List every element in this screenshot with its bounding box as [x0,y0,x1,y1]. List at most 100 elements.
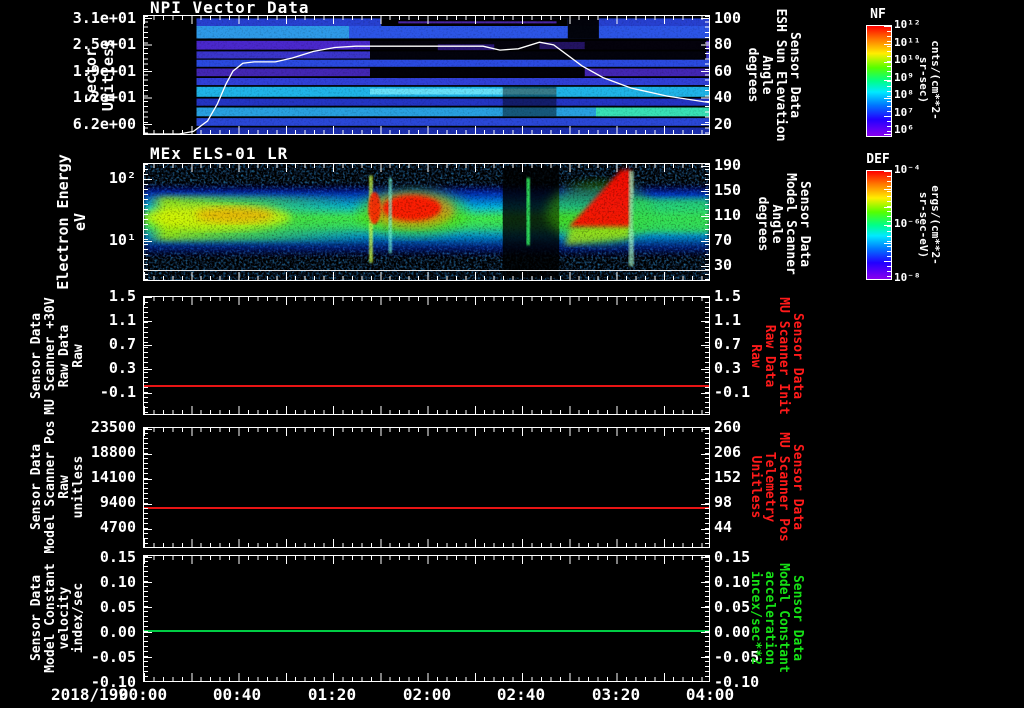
panel3-right-tick: 1.5 [714,287,742,305]
tick-marks [701,164,709,280]
tick-marks [144,406,709,414]
panel5-lineplot [143,555,710,682]
sun-elevation-curve [144,41,709,134]
els-bottom-axis-line [144,270,709,271]
colorbar-nf-tick: 10⁷ [894,106,914,119]
panel5-right-tick: 0.15 [714,548,751,566]
tick-marks [144,428,709,436]
colorbar-nf-tick: 10¹² [894,18,921,31]
tick-marks [144,539,709,547]
x-axis-tick: 01:20 [307,685,357,704]
panel1-right-tick: 80 [714,35,733,53]
tick-marks [144,673,709,681]
x-axis-tick: 02:00 [402,685,452,704]
panel3-left-tick: 0.7 [108,335,136,353]
colorbar-def-units: ergs/(cm**2-sr-sec-eV) [917,185,942,265]
panel2-right-tick: 190 [714,156,742,174]
els-spectrogram-canvas [144,164,709,280]
model-constant-velocity-line [144,629,709,632]
panel2-spectrogram [143,163,710,281]
panel3-right-tick: 0.3 [714,359,742,377]
tick-marks [144,16,709,24]
panel2-right-tick: 110 [714,206,742,224]
panel2-left-tick: 10¹ [108,231,136,249]
panel5-left-tick: 0.10 [99,573,136,591]
panel5-left-tick: 0.15 [99,548,136,566]
tick-marks [144,272,709,280]
tick-marks [144,164,709,172]
tick-marks [144,297,709,305]
panel1-right-tick: 100 [714,9,742,27]
panel1-left-tick: 1.9e+01 [72,62,136,80]
tick-marks [701,556,709,681]
tick-marks [144,126,709,134]
panel4-right-tick: 98 [714,493,733,511]
colorbar-nf-title: NF [870,7,886,22]
mu-scanner-30v-line [144,385,709,388]
panel4-left-tick: 9400 [99,493,136,511]
panel1-left-tick: 2.5e+01 [72,35,136,53]
colorbar-def-tick: 10⁻⁸ [894,271,921,284]
x-axis-date-label: 2018/199 [50,685,128,704]
panel3-left-tick: 0.3 [108,359,136,377]
tick-marks [144,556,709,564]
colorbar-nf-tick: 10¹⁰ [894,53,921,66]
colorbar-nf [866,25,892,137]
panel3-lineplot [143,296,710,415]
panel5-left-tick: 0.00 [99,623,136,641]
panel1-right-tick: 40 [714,88,733,106]
panel2-right-tick: 30 [714,256,733,274]
panel1-right-tick: 60 [714,62,733,80]
panel1-title: NPI Vector Data [150,0,310,17]
panel4-lineplot [143,427,710,548]
panel1-left-tick: 3.1e+01 [72,9,136,27]
els-noise-overlay [144,164,709,280]
colorbar-nf-tick: 10⁶ [894,123,914,136]
tick-marks [701,297,709,414]
panel4-left-tick: 4700 [99,518,136,536]
tick-marks [144,16,152,134]
panel3-right-tick: 0.7 [714,335,742,353]
tick-marks [701,16,709,134]
panel3-right-axis-label: Sensor Data MU Scanner Init Raw Data Raw [748,297,805,415]
npi-spectrogram-canvas [144,16,709,134]
tick-marks [701,428,709,547]
tick-marks [884,171,891,279]
panel5-right-tick: -0.05 [714,648,760,666]
panel2-right-tick: 150 [714,181,742,199]
colorbar-def-tick: 10⁻⁶ [894,217,921,230]
colorbar-nf-units: cnts/(cm**2-sr-sec) [917,40,942,120]
panel1-left-tick: 1.2e+01 [72,88,136,106]
panel2-right-axis-label: Sensor Data Model Scanner Angle degrees [755,173,812,275]
panel1-left-tick: 6.2e+00 [72,115,136,133]
panel4-left-tick: 23500 [90,418,136,436]
panel4-left-tick: 14100 [90,468,136,486]
model-scanner-pos-line [144,506,709,509]
panel2-title: MEx ELS-01 LR [150,144,289,163]
colorbar-def-tick: 10⁻⁴ [894,163,921,176]
panel3-left-tick: 1.1 [108,311,136,329]
panel2-right-tick: 70 [714,231,733,249]
panel3-left-tick: -0.1 [99,383,136,401]
panel5-left-tick: 0.05 [99,598,136,616]
panel4-right-tick: 260 [714,418,742,436]
tick-marks [144,428,152,547]
panel5-right-axis-label: Sensor Data Model Constant acceleration … [748,563,805,673]
panel5-right-tick: 0.05 [714,598,751,616]
colorbar-def [866,170,892,280]
panel4-right-tick: 152 [714,468,742,486]
panel3-right-tick: -0.1 [714,383,751,401]
panel3-left-tick: 1.5 [108,287,136,305]
x-axis-tick: 00:40 [212,685,262,704]
panel2-left-tick: 10² [108,169,136,187]
tick-marks [144,164,152,280]
panel1-right-tick: 20 [714,115,733,133]
panel3-right-tick: 1.1 [714,311,742,329]
panel5-left-tick: -0.10 [90,673,136,691]
panel1-right-axis-label: Sensor Data ESH Sun Elevation Angle degr… [745,8,802,142]
x-axis-tick: 02:40 [496,685,546,704]
x-axis-tick: 03:20 [591,685,641,704]
panel4-right-tick: 206 [714,443,742,461]
panel4-left-tick: 18800 [90,443,136,461]
